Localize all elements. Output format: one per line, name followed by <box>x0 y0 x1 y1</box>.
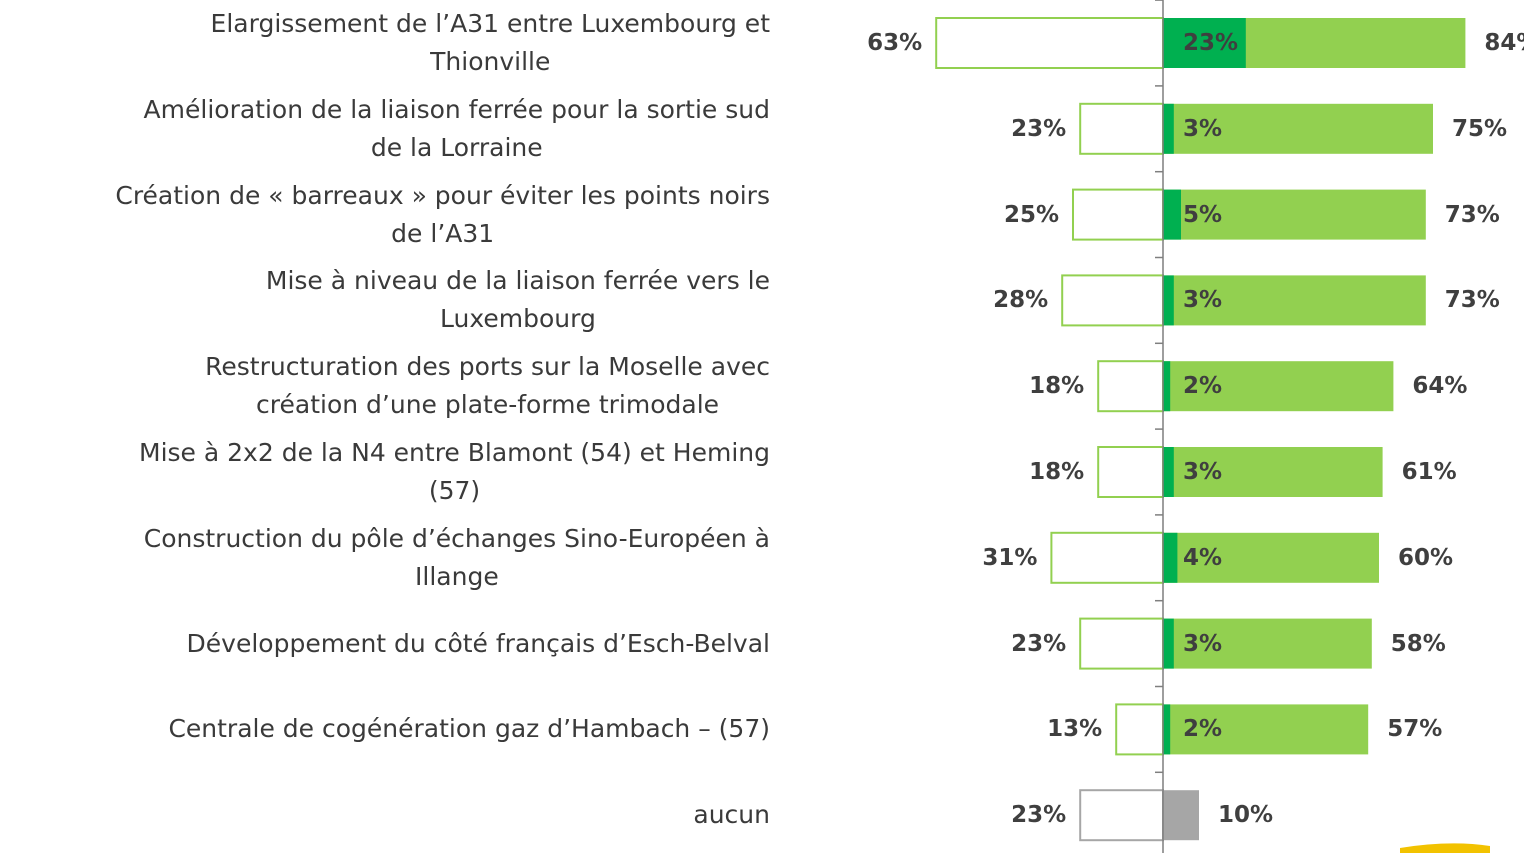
right-value-label: 60% <box>1398 544 1454 571</box>
left-value-label: 23% <box>1011 115 1067 142</box>
inner-value-label: 23% <box>1183 30 1239 56</box>
inner-value-label: 3% <box>1183 115 1223 142</box>
right-bar <box>1163 532 1379 583</box>
right-value-label: 84% <box>1484 30 1524 56</box>
category-label: aucun <box>693 800 770 830</box>
inner-bar <box>1163 18 1246 68</box>
inner-value-label: 3% <box>1183 459 1223 485</box>
right-bar <box>1163 618 1372 669</box>
left-bar <box>1079 789 1164 842</box>
inner-value-label: 4% <box>1183 544 1223 571</box>
inner-bar <box>1163 103 1174 154</box>
left-bar <box>1050 531 1165 584</box>
inner-bar <box>1163 447 1174 497</box>
left-value-label: 31% <box>982 544 1038 571</box>
left-value-label: 28% <box>993 287 1049 314</box>
right-bar <box>1163 103 1433 154</box>
right-value-label: 10% <box>1218 802 1274 829</box>
logo-fragment <box>1400 843 1490 853</box>
left-bar <box>1115 703 1164 756</box>
inner-bar <box>1163 618 1174 669</box>
category-label: Développement du côté français d’Esch-Be… <box>186 628 770 658</box>
inner-value-label: 3% <box>1183 630 1223 657</box>
left-bar <box>1097 446 1164 498</box>
left-value-label: 63% <box>867 30 923 56</box>
inner-value-label: 3% <box>1183 287 1223 314</box>
left-bar <box>1097 360 1164 413</box>
category-label: Centrale de cogénération gaz d’Hambach –… <box>168 714 770 744</box>
left-value-label: 18% <box>1029 373 1085 400</box>
category-label: Mise à 2x2 de la N4 entre Blamont (54) e… <box>139 438 770 505</box>
right-value-label: 57% <box>1387 716 1443 743</box>
right-value-label: 61% <box>1401 459 1457 485</box>
category-label: Construction du pôle d’échanges Sino-Eur… <box>143 523 770 591</box>
inner-bar <box>1163 361 1171 412</box>
inner-value-label: 2% <box>1183 716 1223 743</box>
right-bar <box>1163 275 1426 326</box>
inner-value-label: 2% <box>1183 373 1223 400</box>
left-value-label: 25% <box>1003 201 1059 228</box>
left-bar <box>1061 274 1164 327</box>
right-bar <box>1163 447 1383 497</box>
category-label: Mise à niveau de la liaison ferrée vers … <box>265 266 770 334</box>
left-bar <box>1079 617 1164 670</box>
category-label: Restructuration des ports sur la Moselle… <box>205 352 770 420</box>
left-value-label: 23% <box>1011 802 1067 829</box>
left-value-label: 13% <box>1047 716 1103 743</box>
right-value-label: 75% <box>1452 115 1508 142</box>
left-bar <box>935 17 1165 69</box>
inner-bar <box>1163 275 1174 326</box>
left-bar <box>1072 188 1164 241</box>
inner-bar <box>1163 532 1178 583</box>
category-label: Création de « barreaux » pour éviter les… <box>115 180 770 248</box>
left-value-label: 18% <box>1029 459 1085 485</box>
right-value-label: 73% <box>1444 287 1500 314</box>
inner-bar <box>1163 704 1171 755</box>
right-bar <box>1163 189 1426 240</box>
right-value-label: 58% <box>1390 630 1446 657</box>
right-bar <box>1163 704 1369 755</box>
right-bar <box>1163 790 1199 841</box>
inner-value-label: 5% <box>1183 201 1223 228</box>
right-bar <box>1163 361 1394 412</box>
right-value-label: 64% <box>1412 373 1468 400</box>
left-bar <box>1079 102 1164 155</box>
category-label: Elargissement de l’A31 entre Luxembourg … <box>210 9 770 76</box>
category-label: Amélioration de la liaison ferrée pour l… <box>143 94 770 162</box>
right-value-label: 73% <box>1444 201 1500 228</box>
left-value-label: 23% <box>1011 630 1067 657</box>
inner-bar <box>1163 189 1181 240</box>
